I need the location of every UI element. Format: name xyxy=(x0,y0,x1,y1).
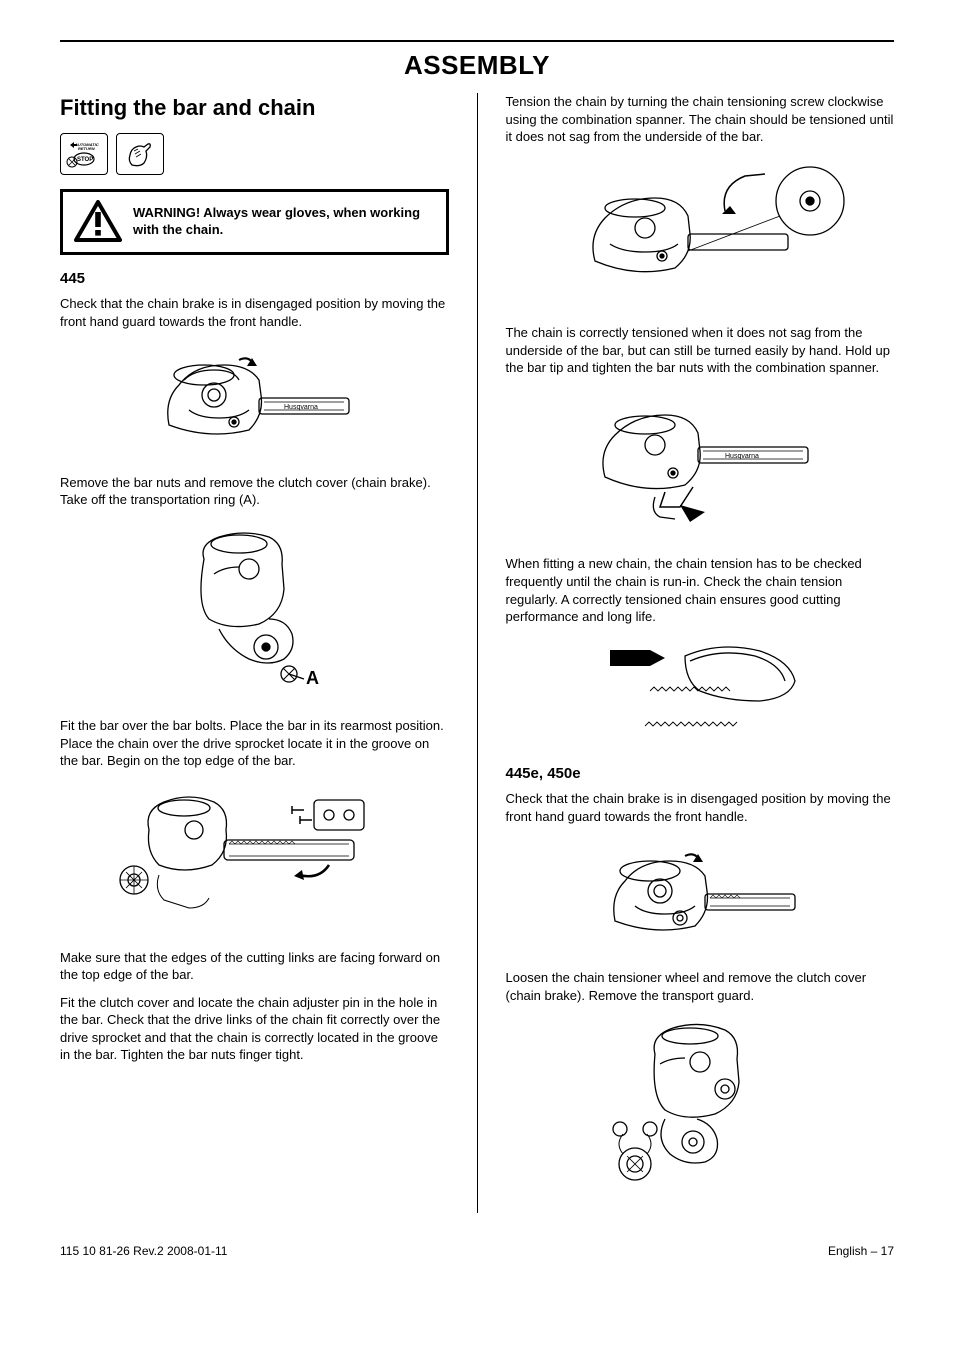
warning-box: WARNING! Always wear gloves, when workin… xyxy=(60,189,449,255)
right-column: Tension the chain by turning the chain t… xyxy=(506,93,895,1213)
left-column: Fitting the bar and chain AUTOMATIC RETU… xyxy=(60,93,449,1213)
stop-icon: AUTOMATIC RETURN STOP xyxy=(60,133,108,175)
para-r2: The chain is correctly tensioned when it… xyxy=(506,324,895,377)
para-l3: Fit the bar over the bar bolts. Place th… xyxy=(60,717,449,770)
page-footer: 115 10 81-26 Rev.2 2008-01-11 English – … xyxy=(60,1243,894,1259)
column-divider xyxy=(477,93,478,1213)
para-l1: Check that the chain brake is in disenga… xyxy=(60,295,449,330)
warning-text: WARNING! Always wear gloves, when workin… xyxy=(133,205,436,239)
gloves-icon xyxy=(116,133,164,175)
subheading-445: 445 xyxy=(60,269,449,289)
svg-text:RETURN: RETURN xyxy=(78,146,95,151)
figure-remove-cover: A xyxy=(60,519,449,704)
para-l5: Fit the clutch cover and locate the chai… xyxy=(60,994,449,1064)
para-l2: Remove the bar nuts and remove the clutc… xyxy=(60,474,449,509)
bar-brand-label-2: Husqvarna xyxy=(725,453,759,460)
footer-left: 115 10 81-26 Rev.2 2008-01-11 xyxy=(60,1243,227,1259)
figure-remove-cover-e xyxy=(506,1014,895,1199)
figure-tension-screw xyxy=(506,156,895,311)
para-r4: Check that the chain brake is in disenga… xyxy=(506,790,895,825)
subheading-445e-450e: 445e, 450e xyxy=(506,764,895,784)
figure-tighten-nuts: Husqvarna xyxy=(506,387,895,542)
bar-brand-label: Husqvarna xyxy=(284,404,318,411)
figure-disengage-brake-2 xyxy=(506,836,895,956)
figure-label-A: A xyxy=(306,668,319,688)
para-r3: When fitting a new chain, the chain tens… xyxy=(506,555,895,625)
top-rule xyxy=(60,40,894,42)
para-l4: Make sure that the edges of the cutting … xyxy=(60,949,449,984)
figure-chain-direction xyxy=(506,636,895,751)
para-r5: Loosen the chain tensioner wheel and rem… xyxy=(506,969,895,1004)
warning-triangle-icon xyxy=(73,200,123,244)
page-title: ASSEMBLY xyxy=(60,48,894,83)
figure-fit-bar xyxy=(60,780,449,935)
section-heading-fitting: Fitting the bar and chain xyxy=(60,93,449,123)
svg-text:STOP: STOP xyxy=(77,157,93,163)
footer-right: English – 17 xyxy=(828,1243,894,1259)
two-column-layout: Fitting the bar and chain AUTOMATIC RETU… xyxy=(60,93,894,1213)
instruction-icon-row: AUTOMATIC RETURN STOP xyxy=(60,133,449,175)
figure-disengage-brake: Husqvarna xyxy=(60,340,449,460)
para-r1: Tension the chain by turning the chain t… xyxy=(506,93,895,146)
